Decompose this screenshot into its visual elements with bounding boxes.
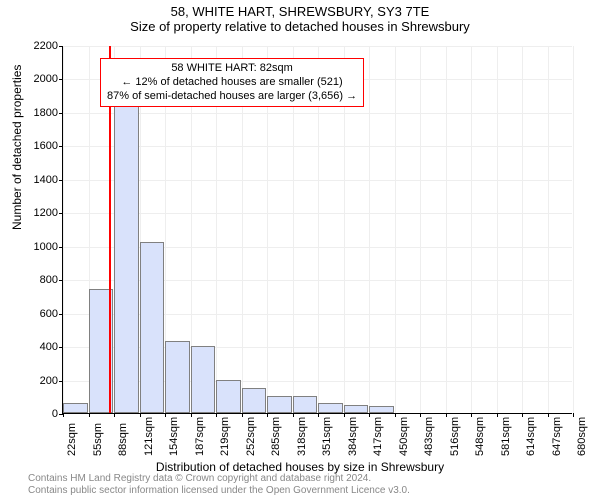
xtick-mark: [191, 413, 192, 417]
xtick-mark: [548, 413, 549, 417]
annotation-line3: 87% of semi-detached houses are larger (…: [107, 90, 357, 104]
histogram-bar: [63, 403, 88, 413]
ytick-label: 1200: [34, 207, 58, 219]
xtick-mark: [63, 413, 64, 417]
ytick-label: 0: [52, 408, 58, 420]
gridline-v: [497, 46, 498, 413]
xtick-mark: [573, 413, 574, 417]
ytick-label: 1000: [34, 241, 58, 253]
chart-title-block: 58, WHITE HART, SHREWSBURY, SY3 7TE Size…: [0, 0, 600, 34]
gridline-v: [420, 46, 421, 413]
histogram-bar: [114, 102, 139, 413]
xtick-mark: [216, 413, 217, 417]
gridline-v: [369, 46, 370, 413]
xtick-mark: [497, 413, 498, 417]
xtick-label: 22sqm: [66, 423, 78, 456]
xtick-label: 417sqm: [372, 417, 384, 456]
xtick-mark: [318, 413, 319, 417]
histogram-bar: [242, 388, 267, 413]
xtick-label: 516sqm: [449, 417, 461, 456]
ytick-label: 2200: [34, 40, 58, 52]
gridline-v: [446, 46, 447, 413]
histogram-bar: [216, 380, 241, 413]
histogram-bar: [165, 341, 190, 413]
x-axis-label: Distribution of detached houses by size …: [0, 460, 600, 474]
xtick-mark: [395, 413, 396, 417]
footer-line1: Contains HM Land Registry data © Crown c…: [28, 473, 410, 485]
gridline-v: [395, 46, 396, 413]
xtick-mark: [293, 413, 294, 417]
ytick-label: 1800: [34, 107, 58, 119]
histogram-bar: [344, 405, 369, 413]
xtick-label: 154sqm: [168, 417, 180, 456]
xtick-label: 318sqm: [296, 417, 308, 456]
xtick-label: 647sqm: [551, 417, 563, 456]
xtick-label: 384sqm: [347, 417, 359, 456]
ytick-label: 2000: [34, 73, 58, 85]
xtick-mark: [242, 413, 243, 417]
histogram-bar: [140, 242, 165, 413]
xtick-label: 88sqm: [117, 423, 129, 456]
xtick-mark: [114, 413, 115, 417]
histogram-bar: [293, 396, 318, 413]
xtick-label: 55sqm: [92, 423, 104, 456]
annotation-line2: ← 12% of detached houses are smaller (52…: [107, 76, 357, 90]
footer-line2: Contains public sector information licen…: [28, 485, 410, 497]
gridline-v: [548, 46, 549, 413]
title-line2: Size of property relative to detached ho…: [0, 19, 600, 34]
xtick-mark: [369, 413, 370, 417]
ytick-label: 200: [40, 375, 58, 387]
ytick-label: 600: [40, 308, 58, 320]
histogram-bar: [369, 406, 394, 413]
xtick-label: 219sqm: [219, 417, 231, 456]
xtick-mark: [140, 413, 141, 417]
ytick-label: 800: [40, 274, 58, 286]
annotation-line1: 58 WHITE HART: 82sqm: [107, 62, 357, 76]
xtick-label: 252sqm: [245, 417, 257, 456]
xtick-label: 581sqm: [500, 417, 512, 456]
ytick-label: 1400: [34, 174, 58, 186]
xtick-label: 614sqm: [525, 417, 537, 456]
xtick-mark: [267, 413, 268, 417]
footer-attribution: Contains HM Land Registry data © Crown c…: [28, 473, 410, 496]
gridline-v: [471, 46, 472, 413]
y-axis-label: Number of detached properties: [10, 65, 24, 230]
xtick-mark: [89, 413, 90, 417]
annotation-box: 58 WHITE HART: 82sqm ← 12% of detached h…: [100, 58, 364, 107]
xtick-label: 121sqm: [143, 417, 155, 456]
xtick-label: 548sqm: [474, 417, 486, 456]
xtick-mark: [446, 413, 447, 417]
xtick-label: 351sqm: [321, 417, 333, 456]
xtick-mark: [522, 413, 523, 417]
xtick-mark: [165, 413, 166, 417]
xtick-mark: [471, 413, 472, 417]
xtick-label: 285sqm: [270, 417, 282, 456]
histogram-bar: [318, 403, 343, 413]
xtick-label: 187sqm: [194, 417, 206, 456]
xtick-label: 450sqm: [398, 417, 410, 456]
gridline-v: [573, 46, 574, 413]
histogram-bar: [267, 396, 292, 413]
xtick-mark: [344, 413, 345, 417]
gridline-v: [522, 46, 523, 413]
gridline-v: [63, 46, 64, 413]
ytick-label: 1600: [34, 140, 58, 152]
xtick-label: 483sqm: [423, 417, 435, 456]
ytick-label: 400: [40, 341, 58, 353]
xtick-label: 680sqm: [576, 417, 588, 456]
xtick-mark: [420, 413, 421, 417]
title-line1: 58, WHITE HART, SHREWSBURY, SY3 7TE: [0, 4, 600, 19]
histogram-bar: [191, 346, 216, 413]
